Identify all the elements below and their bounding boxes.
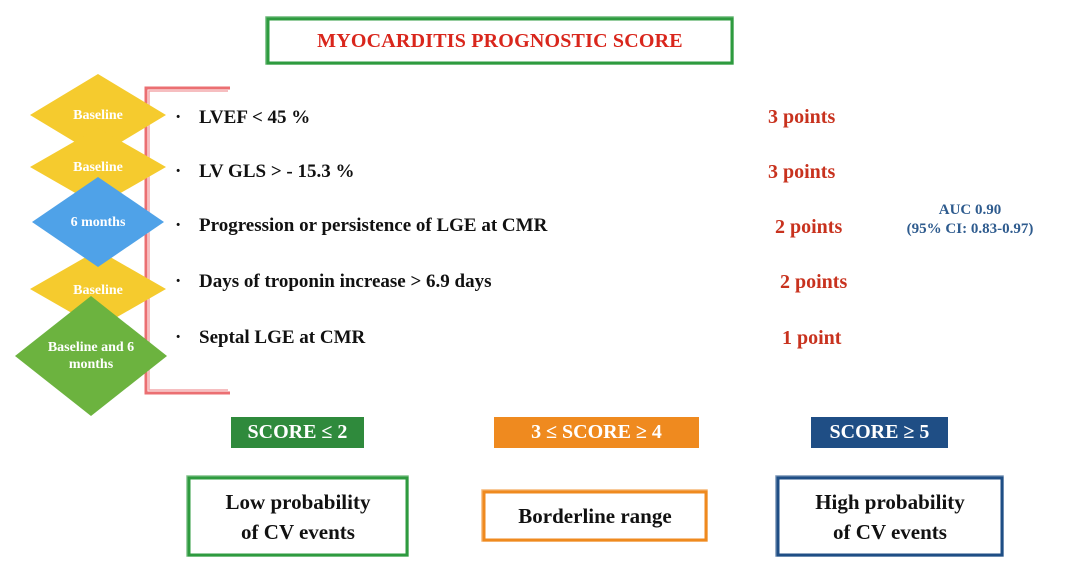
criterion-2: · LV GLS > - 15.3 % xyxy=(175,161,354,183)
criterion-5: · Septal LGE at CMR xyxy=(175,327,365,349)
score-box-borderline: 3 ≤ SCORE ≥ 4 xyxy=(494,417,699,448)
points-5: 1 point xyxy=(782,327,842,349)
outcome-line: of CV events xyxy=(241,519,355,544)
timepoint-label-1: Baseline xyxy=(73,107,123,123)
outcome-line: of CV events xyxy=(833,519,947,544)
points-1: 3 points xyxy=(768,106,836,128)
criterion-label: Days of troponin increase > 6.9 days xyxy=(199,271,492,292)
outcome-frame-borderline xyxy=(481,489,708,542)
points-2: 3 points xyxy=(768,161,836,183)
criterion-3: · Progression or persistence of LGE at CM… xyxy=(175,215,547,237)
auc-ci: (95% CI: 0.83-0.97) xyxy=(906,221,1034,237)
bullet: · xyxy=(175,271,182,292)
timepoint-label-2: Baseline xyxy=(73,159,123,175)
criteria-bracket xyxy=(144,86,230,395)
criterion-label: Septal LGE at CMR xyxy=(199,327,366,348)
outcome-line: Borderline range xyxy=(518,504,672,528)
timepoint-diamond-3 xyxy=(32,177,164,267)
timepoint-label-4: Baseline xyxy=(73,282,123,298)
bullet: · xyxy=(175,327,182,348)
criterion-label: LVEF < 45 % xyxy=(199,107,311,128)
points-3: 2 points xyxy=(775,216,843,238)
title-frame xyxy=(265,16,734,65)
outcome-high: High probability of CV events xyxy=(778,478,1002,555)
bullet: · xyxy=(175,107,182,128)
criterion-1: · LVEF < 45 % xyxy=(175,107,310,129)
points-4: 2 points xyxy=(780,271,848,293)
auc-value: AUC 0.90 xyxy=(938,202,1002,218)
outcome-frame-high xyxy=(775,475,1004,557)
outcome-borderline: Borderline range xyxy=(484,492,706,540)
outcome-low: Low probability of CV events xyxy=(189,478,407,555)
timepoint-diamond-5 xyxy=(15,296,167,416)
timepoint-label-5: Baseline and 6 months xyxy=(47,340,135,372)
timepoint-label-3: 6 months xyxy=(70,214,126,230)
page-title: MYOCARDITIS PROGNOSTIC SCORE xyxy=(317,29,683,52)
criterion-label: Progression or persistence of LGE at CMR xyxy=(199,215,548,236)
score-box-high: SCORE ≥ 5 xyxy=(811,417,948,448)
timepoint-diamond-4 xyxy=(30,250,166,328)
bullet: · xyxy=(175,215,182,236)
timepoint-diamond-2 xyxy=(30,128,166,206)
criterion-4: · Days of troponin increase > 6.9 days xyxy=(175,271,492,293)
score-box-low: SCORE ≤ 2 xyxy=(231,417,364,448)
outcome-line: Low probability xyxy=(225,489,371,514)
outcome-line: High probability xyxy=(815,489,965,514)
auc-annotation: AUC 0.90 (95% CI: 0.83-0.97) xyxy=(875,201,1065,239)
bullet: · xyxy=(175,161,182,182)
criterion-label: LV GLS > - 15.3 % xyxy=(199,161,355,182)
timepoint-diamond-1 xyxy=(30,74,166,156)
outcome-frame-low xyxy=(186,475,409,557)
